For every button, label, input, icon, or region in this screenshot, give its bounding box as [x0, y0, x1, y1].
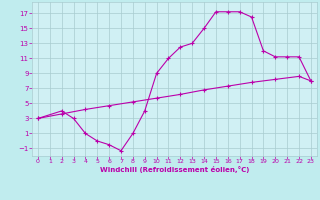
- X-axis label: Windchill (Refroidissement éolien,°C): Windchill (Refroidissement éolien,°C): [100, 166, 249, 173]
